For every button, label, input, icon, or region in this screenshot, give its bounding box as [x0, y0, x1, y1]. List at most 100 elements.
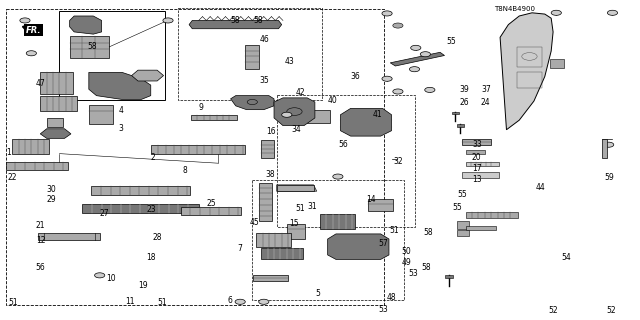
Bar [253, 275, 288, 281]
Text: 30: 30 [47, 185, 56, 194]
Polygon shape [390, 52, 445, 66]
Text: 14: 14 [366, 195, 376, 204]
Polygon shape [132, 70, 164, 81]
Text: 6: 6 [227, 296, 232, 305]
Text: 58: 58 [424, 228, 433, 237]
Bar [261, 140, 274, 158]
Text: 9: 9 [198, 103, 204, 112]
Text: 13: 13 [472, 175, 482, 184]
Text: 59: 59 [604, 173, 614, 182]
Text: 58: 58 [421, 263, 431, 272]
Text: 17: 17 [472, 164, 482, 173]
Text: 44: 44 [536, 183, 546, 192]
Bar [516, 47, 542, 67]
Circle shape [604, 142, 614, 147]
Circle shape [420, 52, 431, 57]
Circle shape [393, 89, 403, 94]
Circle shape [410, 67, 420, 72]
Text: 24: 24 [481, 98, 490, 107]
Text: 43: 43 [285, 57, 294, 66]
Text: 42: 42 [296, 88, 305, 97]
Bar [462, 139, 490, 145]
Circle shape [20, 18, 30, 23]
Circle shape [235, 299, 245, 304]
Circle shape [259, 299, 269, 304]
Text: 32: 32 [394, 157, 403, 166]
Bar [89, 105, 113, 124]
Text: 56: 56 [338, 140, 348, 149]
Text: 52: 52 [606, 306, 616, 315]
Circle shape [425, 87, 435, 92]
Bar [92, 186, 190, 195]
Bar [6, 9, 385, 305]
Text: 57: 57 [379, 239, 388, 248]
Text: 25: 25 [206, 198, 216, 207]
Text: 58: 58 [87, 42, 97, 52]
Text: 38: 38 [266, 170, 275, 179]
Text: 53: 53 [408, 268, 418, 278]
Text: 27: 27 [100, 209, 109, 218]
Bar [259, 183, 272, 220]
Text: 7: 7 [237, 244, 242, 253]
Bar [40, 96, 77, 111]
Text: 55: 55 [453, 203, 463, 212]
Text: 18: 18 [147, 253, 156, 262]
Text: 51: 51 [8, 298, 18, 307]
Bar [83, 204, 198, 213]
Circle shape [282, 112, 292, 117]
Text: 26: 26 [460, 98, 469, 107]
Text: 51: 51 [157, 298, 167, 307]
Bar [277, 95, 415, 227]
Text: 29: 29 [47, 195, 56, 204]
Bar [550, 59, 564, 68]
Text: 2: 2 [151, 153, 156, 162]
Circle shape [333, 174, 343, 179]
Text: 10: 10 [106, 274, 116, 283]
Bar [445, 275, 453, 278]
Polygon shape [230, 96, 274, 110]
Text: 53: 53 [379, 305, 388, 314]
Text: 55: 55 [458, 190, 467, 199]
Bar [466, 150, 484, 154]
Bar [6, 162, 68, 170]
Circle shape [607, 10, 618, 15]
Bar [70, 36, 109, 58]
Text: 39: 39 [460, 85, 469, 94]
Bar [368, 199, 394, 211]
Circle shape [163, 18, 173, 23]
Polygon shape [500, 13, 553, 130]
Circle shape [411, 45, 421, 50]
Circle shape [382, 76, 392, 81]
Text: 15: 15 [289, 219, 299, 228]
Text: 23: 23 [147, 205, 156, 214]
Polygon shape [328, 234, 389, 260]
Text: 5: 5 [315, 289, 320, 298]
Bar [466, 212, 518, 218]
Text: 20: 20 [472, 153, 482, 162]
Text: 45: 45 [250, 218, 259, 227]
Bar [320, 213, 355, 229]
Text: 36: 36 [351, 72, 360, 81]
Text: 21: 21 [36, 221, 45, 230]
Text: 34: 34 [291, 125, 301, 134]
Text: 3: 3 [119, 124, 124, 132]
Bar [276, 185, 314, 191]
Polygon shape [40, 129, 71, 138]
Text: 11: 11 [125, 297, 135, 306]
Circle shape [26, 51, 36, 56]
Bar [466, 162, 499, 166]
Bar [12, 139, 49, 154]
Circle shape [551, 10, 561, 15]
Text: 47: 47 [36, 79, 45, 88]
Bar [60, 11, 165, 100]
Bar [256, 233, 291, 247]
Text: 22: 22 [7, 173, 17, 182]
Polygon shape [340, 108, 392, 136]
Text: 31: 31 [307, 202, 317, 211]
Text: 46: 46 [259, 35, 269, 44]
Text: 54: 54 [561, 253, 571, 262]
Circle shape [382, 11, 392, 16]
Bar [261, 248, 303, 259]
Text: 19: 19 [138, 281, 148, 290]
Text: 28: 28 [153, 233, 162, 242]
